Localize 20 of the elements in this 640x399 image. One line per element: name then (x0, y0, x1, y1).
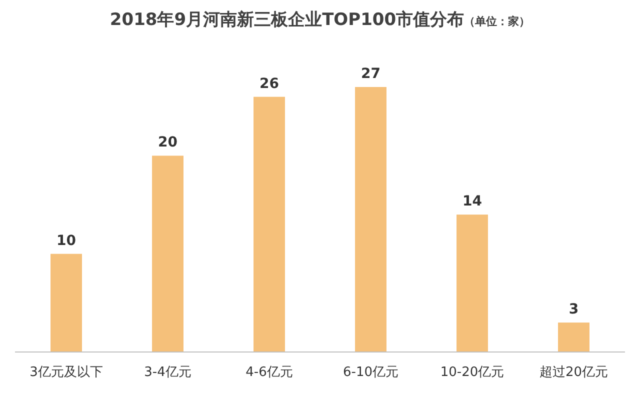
x-tick-label: 3-4亿元 (144, 365, 192, 380)
data-label: 27 (361, 66, 380, 82)
chart-title: 2018年9月河南新三板企业TOP100市值分布 (110, 10, 464, 30)
bar (355, 87, 386, 352)
x-tick-label: 4-6亿元 (246, 365, 293, 380)
bar (558, 322, 590, 352)
data-label: 14 (462, 194, 482, 210)
data-label: 3 (568, 302, 579, 318)
x-tick-label: 10-20亿元 (440, 365, 504, 380)
bar (254, 96, 285, 352)
bar (152, 156, 184, 352)
chart-subtitle: （单位：家） (464, 15, 530, 28)
data-label: 10 (56, 232, 76, 249)
x-tick-label: 3亿元及以下 (30, 365, 103, 380)
data-label: 26 (260, 76, 279, 92)
data-label: 20 (158, 134, 178, 151)
bar (456, 214, 488, 352)
x-tick-label: 6-10亿元 (342, 365, 399, 380)
x-tick-label: 超过20亿元 (539, 365, 608, 380)
bar (50, 254, 82, 352)
